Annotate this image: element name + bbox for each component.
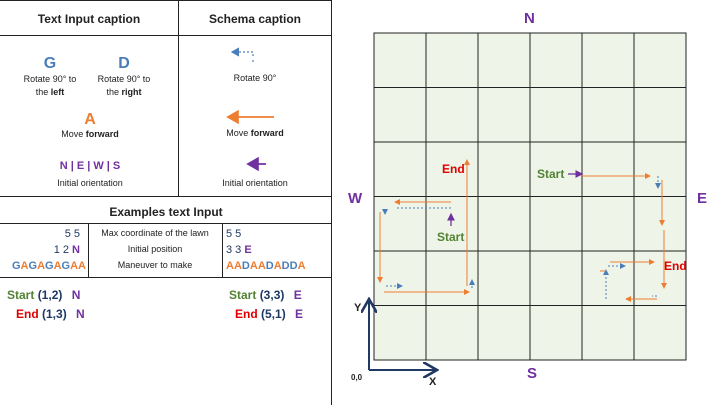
d-letter: D: [118, 55, 130, 72]
path-1-start-label: Start: [437, 230, 464, 244]
left-coords: 5 5: [64, 228, 80, 240]
left-position: 1 2 N: [53, 244, 80, 256]
examples-title: Examples text Input: [109, 205, 223, 219]
schema-legend-icons: [226, 47, 274, 172]
move-letter: A: [70, 260, 79, 272]
right-end-result: End (5,1) E: [235, 307, 304, 321]
move-letter: A: [257, 260, 266, 272]
left-end-result: End (1,3) N: [16, 307, 85, 321]
a-caption: Move forward: [61, 129, 119, 139]
y-axis-label: Y: [354, 302, 362, 314]
schema-move-caption: Move: [226, 128, 251, 138]
text-input-caption-header: Text Input caption: [37, 12, 141, 26]
rotate-arrow-icon: [230, 47, 254, 62]
orientation-letters: N | E | W | S: [59, 160, 121, 172]
g-letter: G: [43, 55, 57, 72]
move-letter: G: [45, 260, 54, 272]
move-letter: D: [265, 260, 274, 272]
d-caption: Rotate 90° to the right: [97, 74, 151, 97]
move-letter: A: [53, 260, 62, 272]
schema-caption-header: Schema caption: [208, 12, 302, 26]
example-mid-maneuver: Maneuver to make: [117, 260, 193, 270]
move-letter: A: [20, 260, 29, 272]
path-2: [568, 170, 667, 302]
move-letter: D: [241, 260, 250, 272]
move-letter: A: [226, 260, 234, 272]
schema-rotate-caption: Rotate 90°: [233, 73, 277, 83]
east-label: E: [697, 190, 708, 207]
move-letter: A: [249, 260, 258, 272]
move-letter: D: [281, 260, 290, 272]
west-label: W: [348, 190, 363, 207]
a-letter: A: [84, 111, 96, 128]
move-letter: A: [233, 260, 242, 272]
move-letter: A: [273, 260, 282, 272]
path-1-end-label: End: [442, 162, 465, 176]
example-mid-position: Initial position: [127, 244, 183, 254]
move-letter: G: [61, 260, 71, 272]
move-letter: A: [78, 260, 86, 272]
move-letter: A: [297, 260, 306, 272]
lawn-grid: Y X 0,0 Start End Start End: [351, 32, 687, 388]
example-mid-coords: Max coordinate of the lawn: [101, 228, 209, 238]
orientation-caption: Initial orientation: [57, 178, 123, 188]
north-label: N: [524, 10, 535, 27]
origin-label: 0,0: [351, 373, 363, 382]
right-start-result: Start (3,3) E: [229, 288, 302, 302]
right-moves: AADAADADDA: [226, 260, 306, 272]
move-letter: G: [28, 260, 38, 272]
path-2-start-label: Start: [537, 167, 564, 181]
left-moves: GAGAGAGAA: [0, 260, 86, 272]
move-letter: D: [289, 260, 298, 272]
grid-lines: [374, 33, 686, 360]
schema-orientation-caption: Initial orientation: [222, 178, 288, 188]
path-2-end-label: End: [664, 259, 687, 273]
right-position: 3 3 E: [226, 244, 252, 256]
move-letter: A: [37, 260, 46, 272]
right-coords: 5 5: [226, 228, 242, 240]
x-axis-label: X: [429, 376, 437, 388]
g-caption: Rotate 90° to the left: [23, 74, 77, 97]
left-start-result: Start (1,2) N: [7, 288, 81, 302]
path-1: [377, 159, 475, 295]
south-label: S: [527, 365, 538, 382]
move-letter: G: [11, 260, 21, 272]
